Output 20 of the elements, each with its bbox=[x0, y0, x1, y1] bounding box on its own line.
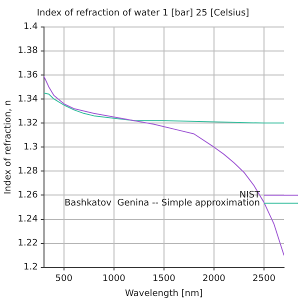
x-tick-label: 500 bbox=[55, 274, 73, 284]
y-tick-label: 1.36 bbox=[18, 70, 38, 80]
x-tick-label: 1000 bbox=[102, 274, 126, 284]
y-tick-label: 1.38 bbox=[18, 46, 38, 56]
x-axis-title: Wavelength [nm] bbox=[125, 288, 203, 299]
y-axis-title: Index of refraction, n bbox=[4, 100, 14, 194]
y-tick-label: 1.32 bbox=[18, 118, 38, 128]
x-tick-label: 1500 bbox=[152, 274, 176, 284]
y-tick-label: 1.2 bbox=[24, 262, 38, 273]
x-tick-label: 2500 bbox=[252, 274, 276, 284]
chart-title: Index of refraction of water 1 [bar] 25 [Celsius] bbox=[36, 8, 250, 19]
y-tick-label: 1.28 bbox=[18, 166, 38, 177]
y-tick-label: 1.24 bbox=[18, 214, 38, 225]
legend-label: Bashkatov Genina -- Simple approximation bbox=[64, 198, 260, 209]
y-tick-label: 1.34 bbox=[18, 94, 38, 104]
x-tick-label: 2000 bbox=[202, 274, 226, 284]
y-tick-label: 1.3 bbox=[24, 142, 38, 152]
y-tick-label: 1.22 bbox=[18, 238, 38, 249]
y-tick-label: 1.26 bbox=[18, 190, 38, 201]
y-tick-label: 1.4 bbox=[24, 22, 38, 32]
